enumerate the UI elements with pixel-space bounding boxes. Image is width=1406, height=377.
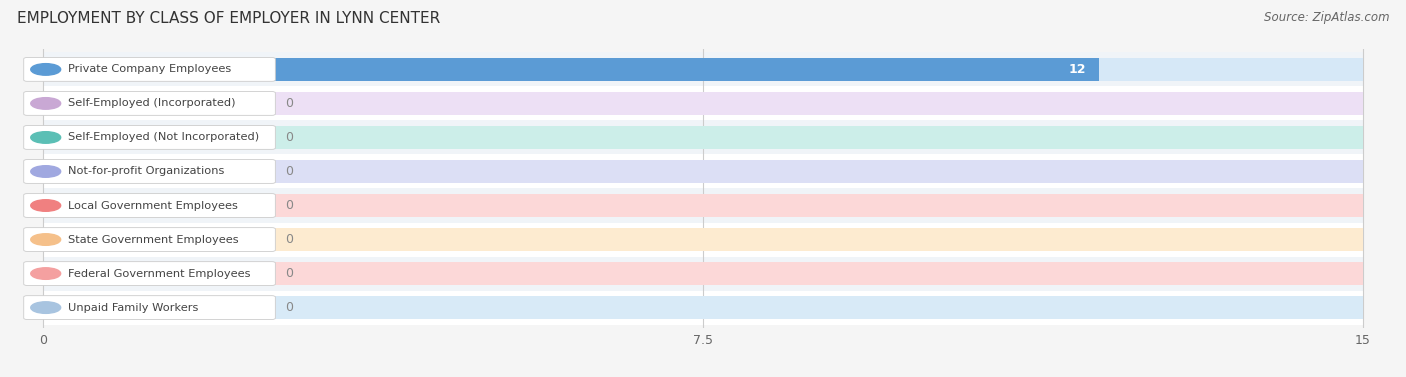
FancyBboxPatch shape [24,58,276,81]
Text: Federal Government Employees: Federal Government Employees [67,268,250,279]
FancyBboxPatch shape [24,126,276,149]
Text: 0: 0 [285,165,292,178]
Bar [44,121,1362,155]
Circle shape [31,64,60,75]
Text: Self-Employed (Incorporated): Self-Employed (Incorporated) [67,98,235,109]
FancyBboxPatch shape [24,262,276,285]
Circle shape [31,268,60,279]
Text: 0: 0 [285,233,292,246]
Bar [44,262,1362,285]
Bar [44,296,1362,319]
Circle shape [31,200,60,211]
FancyBboxPatch shape [24,159,276,183]
Bar [44,58,1099,81]
FancyBboxPatch shape [24,92,276,115]
Text: 12: 12 [1069,63,1085,76]
Text: Not-for-profit Organizations: Not-for-profit Organizations [67,167,224,176]
Bar [44,86,1362,121]
Bar [44,52,1362,86]
Circle shape [31,132,60,143]
Bar [44,58,1362,81]
FancyBboxPatch shape [24,228,276,251]
Text: 0: 0 [285,267,292,280]
Circle shape [31,98,60,109]
Bar [44,256,1362,291]
Bar [44,194,1362,217]
Text: EMPLOYMENT BY CLASS OF EMPLOYER IN LYNN CENTER: EMPLOYMENT BY CLASS OF EMPLOYER IN LYNN … [17,11,440,26]
Text: 0: 0 [285,97,292,110]
Circle shape [31,302,60,313]
Bar [44,92,1362,115]
FancyBboxPatch shape [24,296,276,319]
Text: 0: 0 [285,131,292,144]
Bar [44,222,1362,256]
Bar [44,155,1362,188]
Circle shape [31,166,60,177]
Text: Unpaid Family Workers: Unpaid Family Workers [67,303,198,313]
Text: Self-Employed (Not Incorporated): Self-Employed (Not Incorporated) [67,132,259,143]
Text: Source: ZipAtlas.com: Source: ZipAtlas.com [1264,11,1389,24]
Bar [44,228,1362,251]
Text: Private Company Employees: Private Company Employees [67,64,231,74]
Bar [44,160,1362,183]
Bar [44,188,1362,222]
Bar [44,126,1362,149]
Bar [44,291,1362,325]
Text: State Government Employees: State Government Employees [67,234,239,245]
Text: Local Government Employees: Local Government Employees [67,201,238,210]
FancyBboxPatch shape [24,194,276,218]
Text: 0: 0 [285,301,292,314]
Text: 0: 0 [285,199,292,212]
Circle shape [31,234,60,245]
